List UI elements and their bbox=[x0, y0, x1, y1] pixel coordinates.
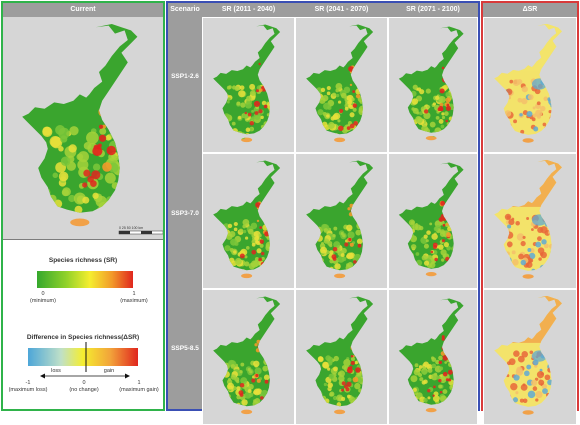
dsr-mid-value: 0 bbox=[82, 380, 86, 386]
peninsula-shape bbox=[398, 162, 464, 269]
sr-colorbar bbox=[37, 271, 133, 288]
sr-map-ssp3-7.0-period-2 bbox=[295, 153, 388, 289]
scenario-column bbox=[168, 17, 202, 409]
dsr-mid-label: (no change) bbox=[69, 386, 99, 393]
jeju-island bbox=[70, 218, 90, 227]
sr-max-value: 1 bbox=[132, 291, 136, 297]
scenario-label-ssp1: SSP1-2.6 bbox=[171, 73, 199, 80]
sr-map-ssp3-7.0-period-1 bbox=[202, 153, 295, 289]
jeju-island bbox=[425, 271, 437, 277]
sr-min-label: (minimum) bbox=[30, 297, 56, 304]
scenario-header: Scenario bbox=[168, 3, 202, 17]
delta-map-ssp3-7.0 bbox=[483, 153, 577, 289]
scale-bar-label: 0 25 50 100 km bbox=[119, 226, 143, 230]
dsr-legend-title: Difference in Species richness(ΔSR) bbox=[26, 334, 140, 341]
sr-map-ssp5-8.5-period-1 bbox=[202, 289, 295, 425]
jeju-island bbox=[334, 273, 346, 279]
sr-min-tick: 0 (minimum) bbox=[23, 291, 63, 304]
jeju-island bbox=[522, 410, 534, 415]
jeju-island bbox=[522, 274, 534, 279]
scenario-panel: Scenario SR (2011 - 2040) SR (2041 - 207… bbox=[166, 1, 480, 425]
peninsula-shape bbox=[213, 24, 281, 135]
dsr-min-label: (maximum loss) bbox=[8, 386, 48, 393]
period-header-2: SR (2041 - 2070) bbox=[295, 3, 388, 17]
sr-map-ssp3-7.0-period-3 bbox=[388, 153, 478, 289]
dsr-mid-tick: 0 (no change) bbox=[64, 380, 104, 393]
sr-legend-title: Species richness (SR) bbox=[48, 257, 118, 264]
dsr-colorbar bbox=[28, 342, 138, 372]
dsr-max-tick: 1 (maximum gain) bbox=[115, 380, 163, 393]
dsr-max-value: 1 bbox=[137, 380, 141, 386]
period-header-3: SR (2071 - 2100) bbox=[388, 3, 478, 17]
current-header: Current bbox=[3, 3, 163, 17]
jeju-island bbox=[425, 407, 437, 413]
sr-min-value: 0 bbox=[41, 291, 45, 297]
delta-panel: ΔSR bbox=[481, 1, 579, 425]
sr-max-tick: 1 (maximum) bbox=[109, 291, 159, 304]
dsr-min-value: -1 bbox=[25, 380, 31, 386]
scale-bar: 0 25 50 100 km bbox=[118, 226, 163, 235]
scenario-label-ssp5: SSP5-8.5 bbox=[171, 345, 199, 352]
sr-map-ssp5-8.5-period-3 bbox=[388, 289, 478, 425]
dsr-gain-label: gain bbox=[103, 368, 115, 374]
delta-map-ssp5-8.5 bbox=[483, 289, 577, 425]
scenario-label-ssp3: SSP3-7.0 bbox=[171, 210, 199, 217]
jeju-island bbox=[241, 409, 253, 415]
sr-map-ssp5-8.5-period-2 bbox=[295, 289, 388, 425]
jeju-island bbox=[334, 137, 346, 143]
jeju-island bbox=[522, 138, 534, 143]
legend-divider bbox=[3, 239, 163, 240]
sr-max-label: (maximum) bbox=[120, 297, 148, 304]
sr-map-ssp1-2.6-period-1 bbox=[202, 17, 295, 153]
delta-header: ΔSR bbox=[483, 3, 577, 17]
period-header-1: SR (2011 - 2040) bbox=[202, 3, 295, 17]
dsr-min-tick: -1 (maximum loss) bbox=[5, 380, 51, 393]
dsr-arrow-axis bbox=[40, 373, 130, 379]
jeju-island bbox=[241, 273, 253, 279]
jeju-island bbox=[334, 409, 346, 415]
current-map: 0 25 50 100 km bbox=[3, 17, 163, 239]
sr-map-ssp1-2.6-period-2 bbox=[295, 17, 388, 153]
dsr-max-label: (maximum gain) bbox=[119, 386, 159, 393]
sr-map-ssp1-2.6-period-3 bbox=[388, 17, 478, 153]
dsr-loss-label: loss bbox=[51, 368, 61, 374]
delta-map-ssp1-2.6 bbox=[483, 17, 577, 153]
current-panel: Current 0 25 50 100 km Species richness … bbox=[1, 1, 165, 411]
